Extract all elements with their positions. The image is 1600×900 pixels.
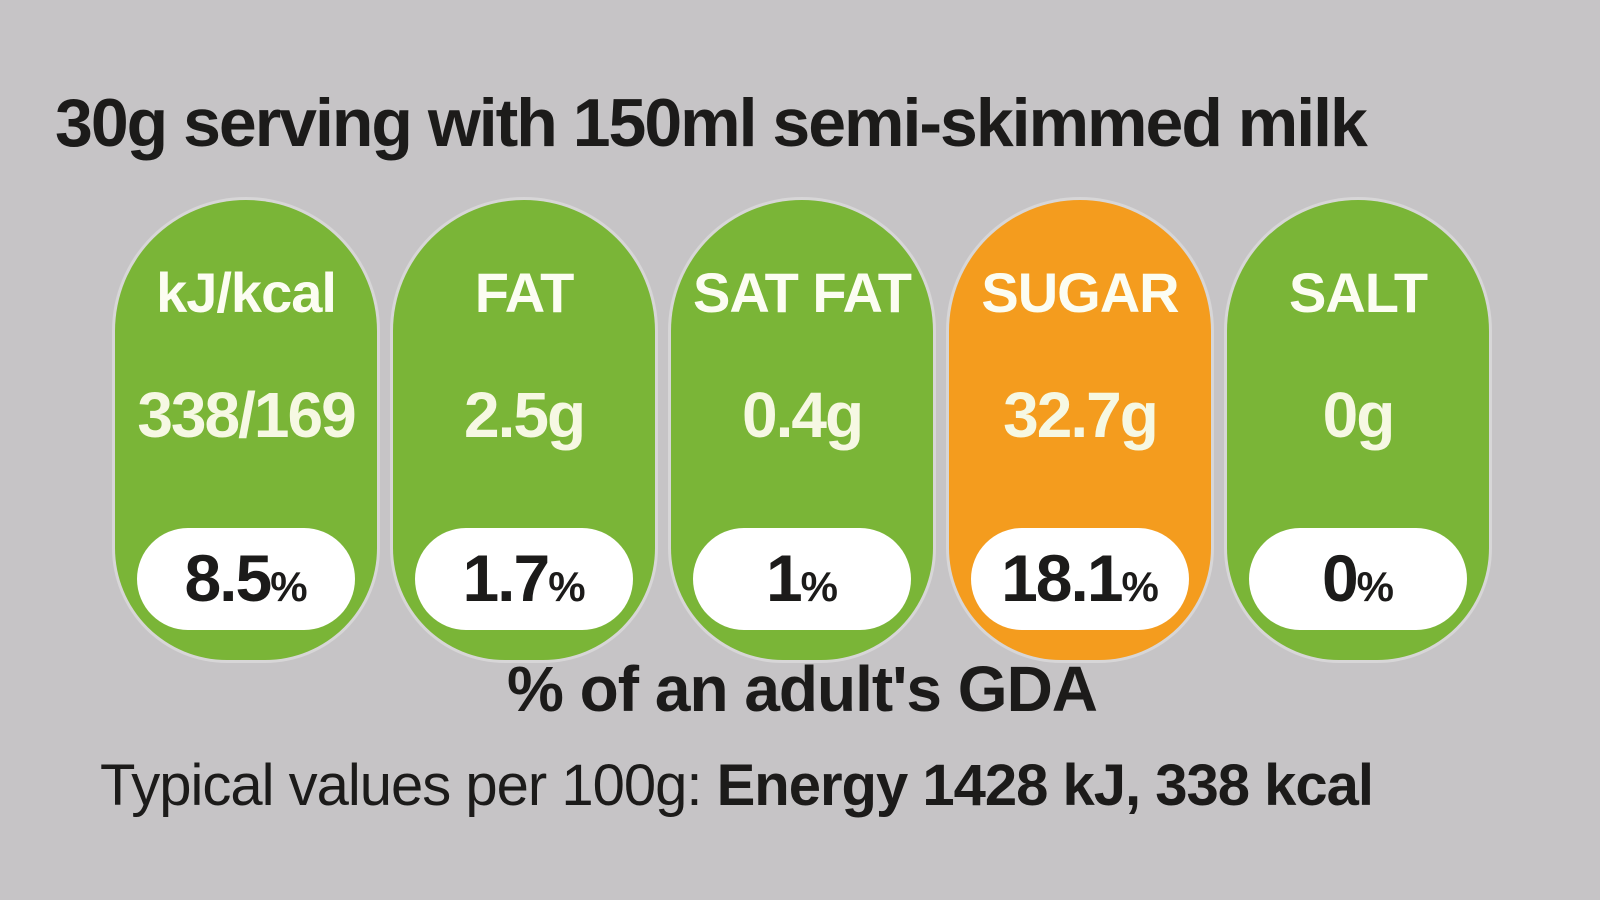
typical-values-prefix: Typical values per 100g: <box>100 753 717 818</box>
pill-percent-badge-energy: 8.5% <box>137 528 355 630</box>
percent-sign: % <box>1121 563 1159 610</box>
gda-caption: % of an adult's GDA <box>506 653 1098 725</box>
percent-sign: % <box>548 563 586 610</box>
pill-percent-badge-satfat: 1% <box>693 528 911 630</box>
percent-sign: % <box>270 563 308 610</box>
pill-value-satfat: 0.4g <box>741 379 864 451</box>
percent-value-energy: 8.5 <box>184 541 272 615</box>
percent-value-salt: 0 <box>1321 541 1359 615</box>
pill-percent-badge-fat: 1.7% <box>415 528 633 630</box>
pill-percent-badge-sugar: 18.1% <box>971 528 1189 630</box>
gda-pill-salt: SALT 0g 0% <box>1227 200 1489 660</box>
pill-label-salt: SALT <box>1288 261 1428 324</box>
typical-values-energy: Energy 1428 kJ, 338 kcal <box>716 753 1374 818</box>
gda-pill-fat: FAT 2.5g 1.7% <box>393 200 655 660</box>
pill-value-fat: 2.5g <box>463 379 586 451</box>
percent-value-sugar: 18.1 <box>1001 541 1123 615</box>
percent-sign: % <box>800 563 839 610</box>
gda-pill-sugar: SUGAR 32.7g 18.1% <box>949 200 1211 660</box>
pill-value-energy: 338/169 <box>137 379 356 451</box>
typical-values-line: Typical values per 100g: Energy 1428 kJ,… <box>100 752 1374 819</box>
percent-value-fat: 1.7 <box>462 541 550 615</box>
gda-pill-satfat: SAT FAT 0.4g 1% <box>671 200 933 660</box>
pill-label-energy: kJ/kcal <box>156 261 337 324</box>
pill-value-sugar: 32.7g <box>1003 379 1159 451</box>
pill-value-salt: 0g <box>1322 379 1396 451</box>
pill-label-satfat: SAT FAT <box>692 261 912 324</box>
serving-title: 30g serving with 150ml semi-skimmed milk <box>55 85 1368 161</box>
percent-sign: % <box>1356 563 1395 610</box>
pill-percent-badge-salt: 0% <box>1249 528 1467 630</box>
gda-pill-row: kJ/kcal 338/169 8.5% FAT 2.5g 1.7% SAT F… <box>115 200 1489 660</box>
gda-pill-energy: kJ/kcal 338/169 8.5% <box>115 200 377 660</box>
pill-label-fat: FAT <box>474 261 575 324</box>
pill-label-sugar: SUGAR <box>981 261 1179 324</box>
percent-value-satfat: 1 <box>765 541 803 615</box>
